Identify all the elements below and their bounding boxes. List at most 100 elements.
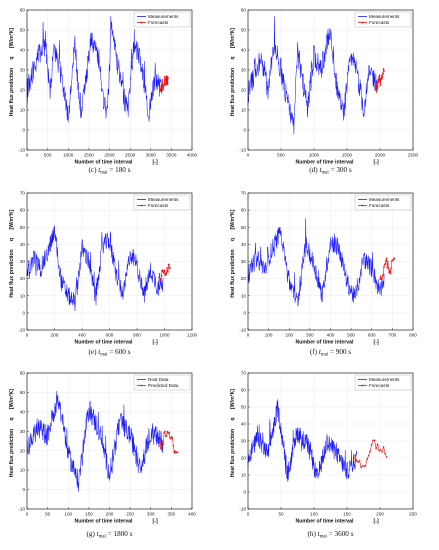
series-measurements-line	[26, 225, 164, 312]
x-tick-label: 1000	[63, 153, 74, 158]
x-tick-label: 1200	[187, 333, 198, 338]
x-tick-label: 2500	[125, 153, 136, 158]
legend-marker-forecasts	[140, 204, 143, 207]
forecast-point	[363, 465, 365, 467]
forecast-point	[166, 82, 169, 85]
y-axis-label: Heat flux prediction	[230, 429, 236, 477]
y-tick-label: 20	[20, 448, 26, 453]
series-measurements-line	[247, 218, 385, 307]
series-measurements-line	[247, 15, 378, 134]
x-tick-label: 2500	[408, 153, 419, 158]
y-axis-unit: [W/m²K]	[230, 28, 236, 48]
forecast-point	[170, 437, 172, 440]
y-axis-label: Heat flux prediction	[9, 249, 15, 297]
x-tick-label: 0	[26, 333, 29, 338]
forecast-point	[372, 439, 374, 442]
legend-marker-forecasts	[361, 384, 364, 387]
forecast-point	[376, 80, 378, 83]
forecast-point	[379, 278, 381, 280]
panel-caption: (f) tmai = 900 s	[310, 348, 351, 358]
caption-letter: (d)	[309, 166, 319, 174]
x-axis-label: Number of time interval	[296, 340, 354, 346]
y-tick-label: 10	[20, 108, 26, 113]
panel-caption: (c) tmai = 180 s	[88, 166, 130, 176]
y-tick-label: 0	[243, 310, 246, 315]
caption-value: = 3600 s	[327, 530, 354, 538]
y-tick-label: 30	[20, 259, 26, 264]
forecast-point	[385, 257, 388, 259]
y-tick-label: -10	[18, 507, 25, 512]
y-tick-label: -10	[18, 148, 25, 153]
x-tick-label: 0	[247, 333, 250, 338]
x-axis-unit: [-]	[153, 519, 158, 525]
y-axis-symbol: q	[230, 417, 236, 420]
forecast-point	[165, 272, 168, 274]
forecast-point	[162, 272, 165, 274]
x-tick-label: 500	[44, 153, 52, 158]
y-tick-label: -10	[239, 328, 246, 333]
caption-t: t	[318, 530, 321, 538]
forecast-point	[165, 77, 167, 79]
y-axis-label-group: Heat flux prediction q [W/m²K]	[9, 209, 15, 297]
legend-marker-forecasts	[361, 204, 364, 207]
forecast-point	[381, 275, 384, 277]
y-axis-symbol: q	[230, 56, 236, 59]
y-axis-unit: [W/m²K]	[230, 209, 236, 229]
y-axis-unit: [W/m²K]	[9, 28, 15, 48]
y-tick-label: 10	[241, 108, 247, 113]
y-axis-label: Heat flux prediction	[230, 249, 236, 297]
x-tick-label: 200	[51, 333, 59, 338]
forecast-point	[373, 439, 376, 442]
forecast-point	[173, 451, 175, 454]
y-tick-label: 40	[20, 242, 26, 247]
y-axis-symbol: q	[9, 417, 15, 420]
plot-frame	[247, 372, 414, 510]
forecast-point	[355, 460, 358, 462]
caption-subscript: mai	[99, 535, 107, 540]
x-axis-label: Number of time interval	[75, 519, 133, 525]
forecast-point	[376, 88, 379, 91]
x-tick-label: 3500	[166, 153, 177, 158]
x-axis-label: Number of time interval	[296, 519, 354, 525]
y-tick-label: 50	[20, 28, 26, 33]
x-tick-label: 400	[188, 512, 196, 517]
forecast-point	[382, 68, 385, 70]
caption-t: t	[98, 166, 101, 174]
forecast-point	[375, 84, 377, 87]
forecast-point	[377, 78, 379, 81]
x-tick-label: 150	[85, 512, 93, 517]
caption-t: t	[98, 348, 101, 356]
x-tick-label: 700	[389, 333, 397, 338]
y-tick-label: -10	[239, 148, 246, 153]
y-tick-label: 0	[243, 490, 246, 495]
caption-subscript: mai	[100, 171, 108, 176]
legend-label-measurements: Measurements	[369, 197, 400, 202]
x-axis-label: Number of time interval	[296, 160, 354, 166]
y-tick-label: 60	[241, 208, 247, 213]
forecast-point	[163, 432, 165, 434]
x-tick-label: 500	[277, 153, 285, 158]
y-tick-label: 20	[20, 276, 26, 281]
x-axis-unit: [-]	[374, 160, 379, 166]
y-tick-label: 20	[241, 88, 247, 93]
legend-box	[133, 194, 191, 211]
forecast-point	[161, 89, 163, 92]
x-tick-label: 350	[168, 512, 176, 517]
x-axis-unit: [-]	[153, 340, 158, 346]
series-measurements-line	[26, 15, 163, 123]
forecast-point	[364, 465, 367, 467]
x-tick-label: 300	[147, 512, 155, 517]
x-tick-label: 0	[247, 153, 250, 158]
panel-caption: (d) tmai = 300 s	[309, 166, 352, 176]
forecast-point	[176, 451, 179, 453]
x-tick-label: 100	[64, 512, 72, 517]
forecast-point	[361, 465, 364, 467]
y-axis-label-group: Heat flux prediction q [W/m²K]	[230, 209, 236, 297]
y-tick-label: 10	[20, 293, 26, 298]
plot-frame	[26, 9, 193, 151]
x-tick-label: 600	[368, 333, 376, 338]
forecast-point	[163, 75, 166, 78]
